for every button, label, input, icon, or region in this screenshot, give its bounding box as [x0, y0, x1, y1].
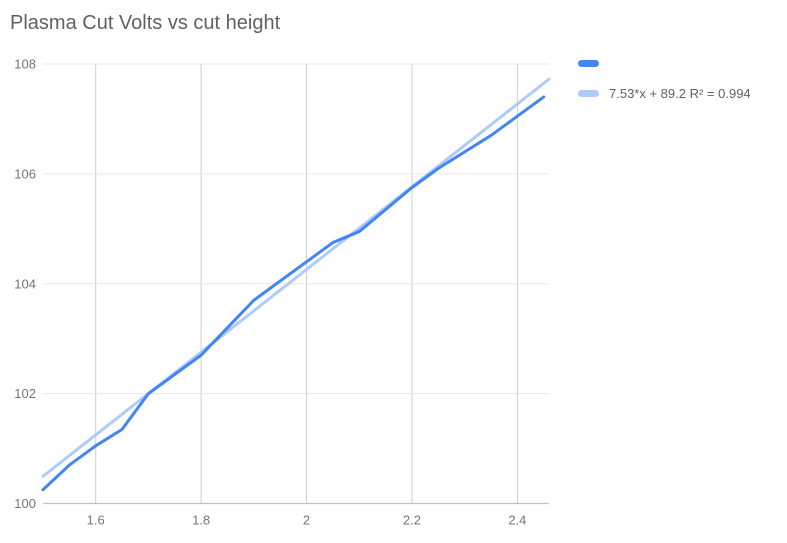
legend-item-trendline: 7.53*x + 89.2 R² = 0.994 — [578, 85, 751, 101]
chart-title: Plasma Cut Volts vs cut height — [10, 12, 281, 34]
y-tick-label: 106 — [14, 166, 36, 181]
trendline-label: 7.53*x + 89.2 R² = 0.994 — [609, 85, 751, 101]
x-tick-label: 2.2 — [403, 513, 421, 528]
y-tick-label: 102 — [14, 386, 36, 401]
series-swatch — [578, 59, 599, 67]
trendline — [41, 77, 551, 478]
legend: 7.53*x + 89.2 R² = 0.994 — [578, 56, 751, 116]
legend-item-series — [578, 56, 751, 70]
y-tick-label: 104 — [14, 276, 36, 291]
y-tick-label: 100 — [14, 496, 36, 511]
series-line — [41, 95, 546, 492]
trendline-swatch — [578, 89, 599, 97]
x-tick-label: 2.4 — [508, 513, 526, 528]
x-tick-label: 1.6 — [87, 513, 105, 528]
y-tick-label: 108 — [14, 57, 36, 72]
x-tick-label: 1.8 — [192, 513, 210, 528]
x-tick-label: 2 — [303, 513, 310, 528]
